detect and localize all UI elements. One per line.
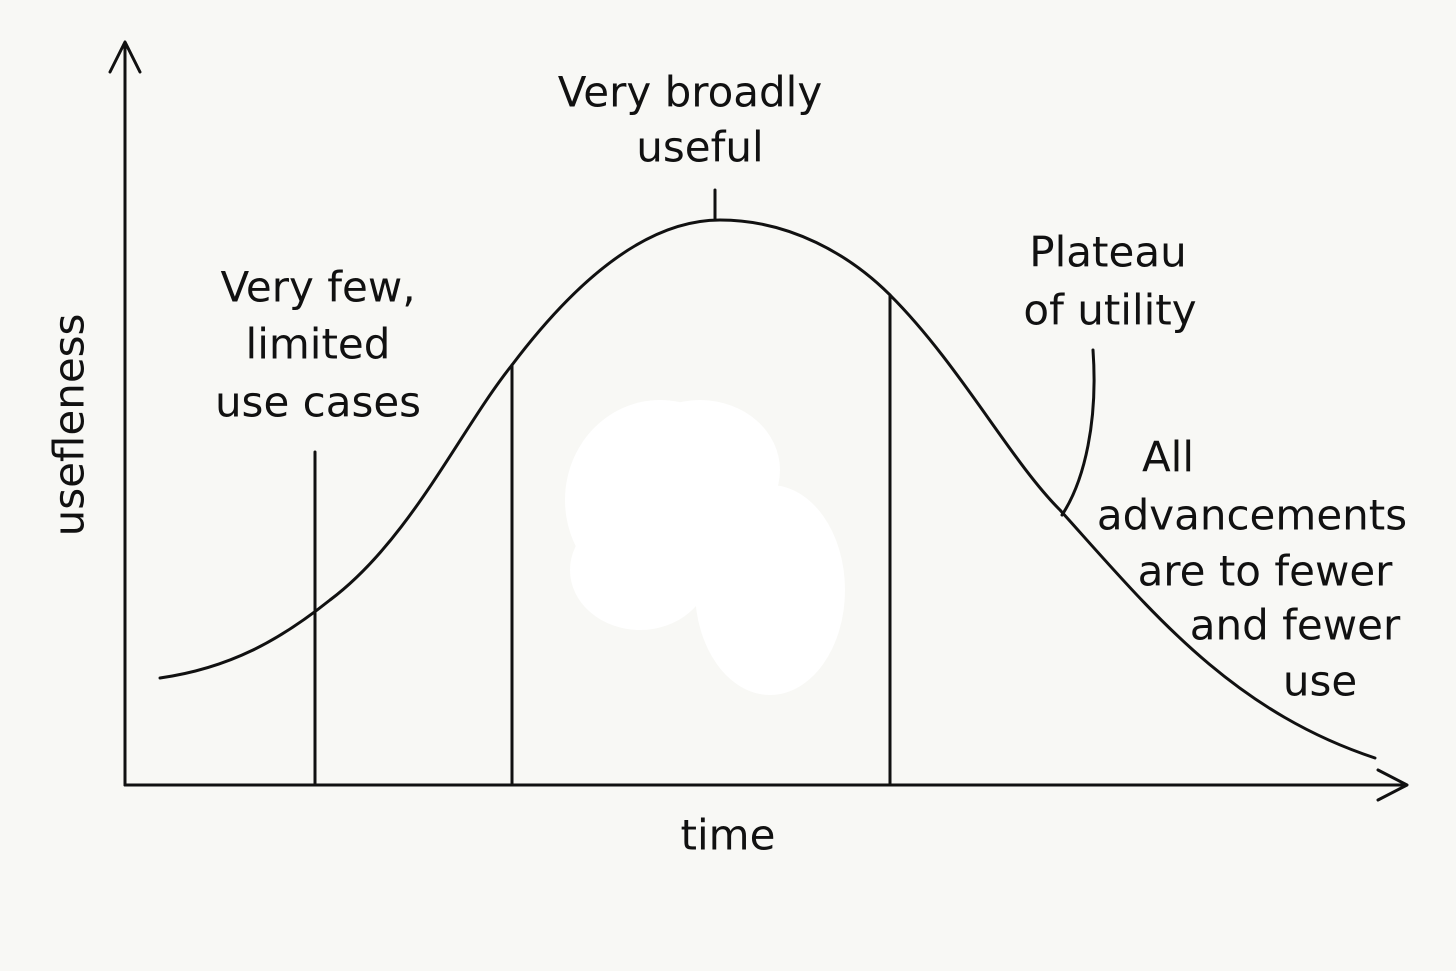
x-axis — [123, 768, 1409, 802]
annotations: Very broadly useful Very few, limited use ca… — [215, 68, 1407, 706]
annotation-line: Very few, — [220, 263, 415, 312]
annotation-line: use cases — [215, 378, 421, 427]
annotation-line: use — [1283, 657, 1357, 706]
annotation-line: useful — [636, 123, 763, 172]
y-axis — [108, 40, 142, 787]
annotation-line: limited — [246, 320, 391, 369]
annotation-line: advancements — [1097, 491, 1407, 540]
y-axis-label: usefleness — [45, 314, 94, 537]
annotation-line: All — [1142, 433, 1194, 482]
annotation-line: of utility — [1023, 286, 1196, 335]
annotation-line: and fewer — [1190, 601, 1401, 650]
usefulness-curve — [158, 218, 1377, 760]
annotation-line: are to fewer — [1138, 547, 1394, 596]
annotation-line: Very broadly — [558, 68, 822, 117]
blank-patch — [565, 400, 845, 695]
annotation-line: Plateau — [1029, 228, 1186, 277]
x-axis-label: time — [681, 811, 776, 860]
leader-line — [1060, 348, 1096, 517]
